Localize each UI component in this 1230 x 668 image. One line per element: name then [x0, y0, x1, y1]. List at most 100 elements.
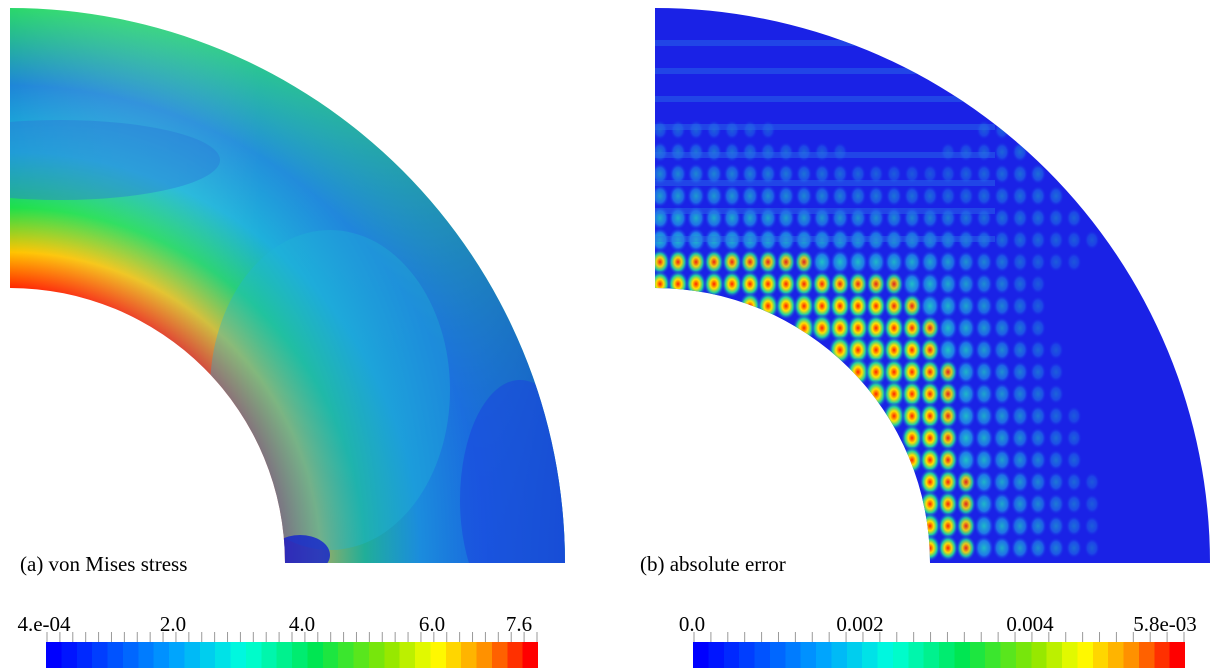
error-blob	[1048, 384, 1064, 404]
error-blob	[940, 142, 956, 162]
error-blob	[813, 206, 831, 230]
error-blob	[1011, 514, 1029, 538]
error-blob	[901, 314, 923, 342]
error-blob	[919, 424, 941, 452]
error-blob	[974, 404, 994, 428]
error-blob	[956, 535, 976, 561]
error-blob	[669, 163, 687, 185]
error-blob	[1012, 229, 1028, 251]
error-blob	[885, 185, 903, 207]
error-blob	[938, 381, 958, 407]
error-blob	[886, 164, 902, 184]
error-blob	[847, 292, 869, 320]
error-blob	[1011, 536, 1029, 560]
error-blob	[938, 403, 958, 429]
error-blob	[994, 141, 1010, 163]
error-blob	[992, 492, 1012, 516]
error-blob	[883, 358, 905, 386]
error-blob	[1048, 185, 1064, 207]
error-blob	[831, 206, 849, 230]
error-blob	[958, 185, 974, 207]
error-blob	[723, 163, 741, 185]
error-blob	[993, 404, 1011, 428]
error-blob	[1048, 252, 1064, 272]
error-blob	[1084, 472, 1100, 492]
error-blob	[993, 360, 1011, 384]
error-blob	[830, 249, 850, 275]
error-blob	[829, 292, 851, 320]
error-blob	[831, 185, 849, 207]
error-blob	[703, 249, 725, 275]
error-blob	[795, 185, 813, 207]
error-blob	[830, 228, 850, 252]
error-blob	[794, 228, 814, 252]
error-blob	[901, 424, 923, 452]
error-blob	[668, 206, 688, 230]
error-blob	[721, 249, 743, 275]
error-blob	[811, 292, 833, 320]
error-blob	[919, 534, 941, 562]
error-blob	[902, 250, 922, 274]
error-blob	[1029, 493, 1047, 515]
error-blob	[938, 315, 958, 341]
error-blob	[993, 317, 1011, 339]
error-blob	[937, 490, 959, 518]
error-blob	[1047, 449, 1065, 471]
error-blob	[668, 227, 688, 253]
error-blob	[1030, 274, 1046, 294]
von-mises-field	[10, 8, 565, 563]
error-blob	[994, 185, 1010, 207]
error-blob	[993, 273, 1011, 295]
error-blob	[937, 425, 959, 451]
error-blob	[740, 227, 760, 253]
error-blob	[865, 292, 887, 320]
error-blob	[993, 338, 1011, 362]
error-blob	[901, 402, 923, 430]
error-blob	[775, 270, 797, 298]
error-blob	[1084, 538, 1100, 558]
error-blob	[758, 206, 778, 230]
error-field	[655, 8, 1210, 563]
error-band	[655, 208, 995, 214]
error-blob	[920, 250, 940, 274]
error-blob	[795, 163, 813, 185]
error-blob	[705, 184, 723, 208]
colorbar-a-tick-3: 6.0	[418, 612, 446, 636]
error-blob	[976, 185, 992, 207]
error-blob	[740, 249, 760, 275]
error-blob	[865, 314, 887, 342]
error-blob	[937, 512, 959, 540]
error-blob	[993, 295, 1011, 317]
colorbar-a-tick-4: 7.6	[505, 612, 533, 636]
error-blob	[956, 513, 976, 539]
error-blob	[723, 184, 741, 208]
error-blob	[957, 229, 975, 251]
error-blob	[922, 185, 938, 207]
error-blob	[956, 491, 976, 517]
error-blob	[759, 163, 777, 185]
error-blob	[1012, 163, 1028, 185]
error-blob	[739, 270, 761, 298]
error-blob	[655, 249, 671, 275]
error-blob	[938, 293, 958, 319]
error-blob	[975, 272, 993, 296]
error-blob	[760, 120, 776, 140]
error-blob	[993, 426, 1011, 450]
error-blob	[778, 141, 794, 163]
error-blob	[687, 163, 705, 185]
error-blob	[1011, 383, 1029, 405]
error-blob	[938, 337, 958, 363]
error-blob	[741, 184, 759, 208]
error-blob	[957, 250, 975, 274]
colorbar-b-tick-2: 0.004	[1006, 612, 1054, 636]
error-blob	[992, 514, 1012, 538]
error-blob	[975, 316, 993, 340]
error-blob	[958, 164, 974, 184]
error-blob	[759, 184, 777, 208]
error-blob	[993, 251, 1011, 273]
error-blob	[1030, 163, 1046, 185]
error-blob	[849, 206, 867, 230]
error-blob	[1029, 471, 1047, 493]
error-blob	[976, 207, 992, 229]
error-blob	[975, 229, 993, 251]
